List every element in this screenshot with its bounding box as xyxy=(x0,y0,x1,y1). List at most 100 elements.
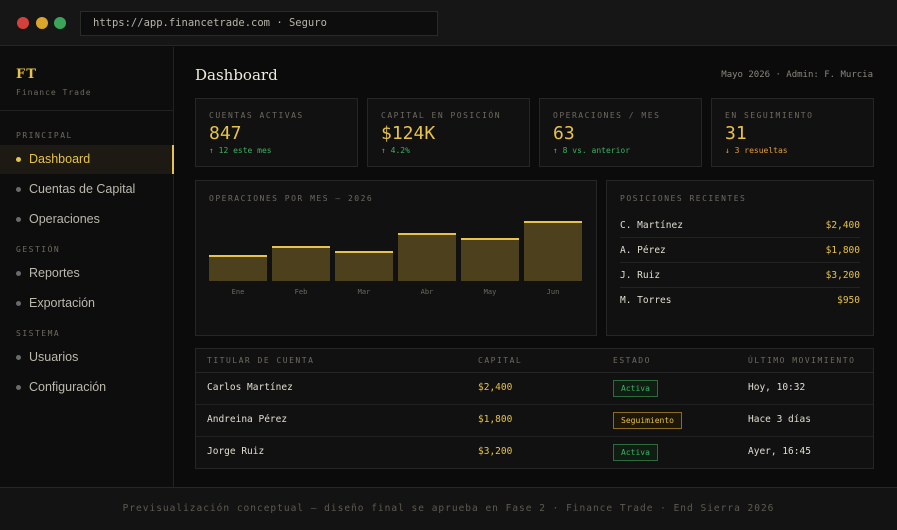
status-badge: Activa xyxy=(613,380,658,397)
kpi-value: 31 xyxy=(725,123,747,144)
chart-x-tick-label: Feb xyxy=(295,288,308,296)
sidebar-item-label: Exportación xyxy=(29,296,96,310)
page-title: Dashboard xyxy=(195,66,278,84)
footer-note: Previsualización conceptual — diseño fin… xyxy=(0,487,897,530)
minimize-window-button[interactable] xyxy=(36,17,48,29)
kpi-card-cuentas-activas[interactable]: CUENTAS ACTIVAS 847 ↑ 12 este mes xyxy=(195,98,358,167)
sidebar-item-cuentas-de-capital[interactable]: Cuentas de Capital xyxy=(0,175,174,204)
chart-title: OPERACIONES POR MES — 2026 xyxy=(209,194,374,203)
chart-x-tick-label: Abr xyxy=(421,288,434,296)
bullet-icon xyxy=(16,187,21,192)
kpi-label: EN SEGUIMIENTO xyxy=(725,111,814,120)
chart-bar-cap xyxy=(461,238,519,240)
chart-bar-cap xyxy=(398,233,456,235)
table-header: TITULAR DE CUENTA CAPITAL ESTADO ÚLTIMO … xyxy=(196,349,873,373)
status-badge: Activa xyxy=(613,444,658,461)
kpi-label: CUENTAS ACTIVAS xyxy=(209,111,304,120)
table-row[interactable]: Andreina Pérez $1,800 Seguimiento Hace 3… xyxy=(196,405,873,437)
brand-logo[interactable]: FT xyxy=(16,67,37,82)
position-name: C. Martínez xyxy=(620,220,683,231)
sidebar: FT Finance Trade PRINCIPAL Dashboard Cue… xyxy=(0,47,174,487)
status-badge: Seguimiento xyxy=(613,412,682,429)
position-value: $2,400 xyxy=(825,220,860,231)
sidebar-divider xyxy=(0,110,174,111)
maximize-window-button[interactable] xyxy=(54,17,66,29)
chart-bar-may[interactable] xyxy=(461,238,519,281)
position-row[interactable]: J. Ruiz $3,200 xyxy=(620,263,860,288)
cell-holder: Carlos Martínez xyxy=(207,382,293,393)
bullet-icon xyxy=(16,217,21,222)
chart-bar-cap xyxy=(524,221,582,223)
position-row[interactable]: M. Torres $950 xyxy=(620,288,860,313)
operations-bar-chart: Ene Feb Mar Abr May Jun xyxy=(209,221,582,296)
kpi-value: 63 xyxy=(553,123,575,144)
sidebar-item-operaciones[interactable]: Operaciones xyxy=(0,205,174,234)
chart-bar-cap xyxy=(335,251,393,253)
position-row[interactable]: A. Pérez $1,800 xyxy=(620,238,860,263)
kpi-delta: ↓ 3 resueltas xyxy=(725,146,788,155)
cell-capital: $2,400 xyxy=(478,382,513,393)
position-value: $950 xyxy=(837,295,860,306)
column-header-estado[interactable]: ESTADO xyxy=(613,356,651,365)
kpi-value: $124K xyxy=(381,123,436,144)
sidebar-section-gestion: GESTIÓN xyxy=(16,245,61,254)
bullet-icon xyxy=(16,355,21,360)
cell-holder: Jorge Ruiz xyxy=(207,446,265,457)
bullet-icon xyxy=(16,157,21,162)
accounts-table: TITULAR DE CUENTA CAPITAL ESTADO ÚLTIMO … xyxy=(195,348,874,469)
sidebar-section-sistema: SISTEMA xyxy=(16,329,61,338)
sidebar-item-usuarios[interactable]: Usuarios xyxy=(0,343,174,372)
cell-last-movement: Hoy, 10:32 xyxy=(748,382,806,393)
kpi-card-capital-en-posicion[interactable]: CAPITAL EN POSICIÓN $124K ↑ 4.2% xyxy=(367,98,530,167)
close-window-button[interactable] xyxy=(17,17,29,29)
kpi-card-operaciones-mes[interactable]: OPERACIONES / MES 63 ↑ 8 vs. anterior xyxy=(539,98,702,167)
cell-capital: $1,800 xyxy=(478,414,513,425)
cell-last-movement: Ayer, 16:45 xyxy=(748,446,811,457)
sidebar-item-reportes[interactable]: Reportes xyxy=(0,259,174,288)
bullet-icon xyxy=(16,271,21,276)
chart-bar-feb[interactable] xyxy=(272,246,330,281)
position-name: A. Pérez xyxy=(620,245,666,256)
column-header-capital[interactable]: CAPITAL xyxy=(478,356,523,365)
column-header-ultimo-movimiento[interactable]: ÚLTIMO MOVIMIENTO xyxy=(748,356,856,365)
chart-x-tick-label: Mar xyxy=(358,288,371,296)
chart-x-tick-label: Jun xyxy=(547,288,560,296)
kpi-card-en-seguimiento[interactable]: EN SEGUIMIENTO 31 ↓ 3 resueltas xyxy=(711,98,874,167)
sidebar-item-label: Operaciones xyxy=(29,212,100,226)
table-row[interactable]: Jorge Ruiz $3,200 Activa Ayer, 16:45 xyxy=(196,437,873,469)
sidebar-item-label: Usuarios xyxy=(29,350,79,364)
table-row[interactable]: Carlos Martínez $2,400 Activa Hoy, 10:32 xyxy=(196,373,873,405)
chart-bar-mar[interactable] xyxy=(335,251,393,281)
chart-bar-jun[interactable] xyxy=(524,221,582,281)
brand-name: Finance Trade xyxy=(16,88,92,97)
position-row[interactable]: C. Martínez $2,400 xyxy=(620,213,860,238)
position-name: M. Torres xyxy=(620,295,672,306)
sidebar-item-configuracion[interactable]: Configuración xyxy=(0,373,174,402)
sidebar-section-principal: PRINCIPAL xyxy=(16,131,73,140)
sidebar-item-label: Dashboard xyxy=(29,152,91,166)
kpi-delta: ↑ 4.2% xyxy=(381,146,410,155)
sidebar-item-exportacion[interactable]: Exportación xyxy=(0,289,174,318)
sidebar-item-dashboard[interactable]: Dashboard xyxy=(0,145,174,174)
chart-x-tick-label: May xyxy=(484,288,497,296)
sidebar-item-label: Cuentas de Capital xyxy=(29,182,136,196)
positions-title: POSICIONES RECIENTES xyxy=(620,194,747,203)
kpi-label: CAPITAL EN POSICIÓN xyxy=(381,111,502,120)
kpi-label: OPERACIONES / MES xyxy=(553,111,661,120)
kpi-value: 847 xyxy=(209,123,242,144)
sidebar-item-label: Configuración xyxy=(29,380,107,394)
chart-bar-ene[interactable] xyxy=(209,255,267,281)
column-header-titular[interactable]: TITULAR DE CUENTA xyxy=(207,356,315,365)
browser-titlebar: https://app.financetrade.com · Seguro xyxy=(0,0,897,46)
chart-x-tick-label: Ene xyxy=(232,288,245,296)
position-name: J. Ruiz xyxy=(620,270,661,281)
chart-bar-cap xyxy=(209,255,267,257)
kpi-delta: ↑ 12 este mes xyxy=(209,146,272,155)
chart-bar-abr[interactable] xyxy=(398,233,456,281)
address-bar[interactable]: https://app.financetrade.com · Seguro xyxy=(80,11,438,36)
operations-chart-panel: Ene Feb Mar Abr May Jun OPERACIONES POR MES —… xyxy=(195,180,597,336)
page-meta: Mayo 2026 · Admin: F. Murcia xyxy=(721,70,873,80)
bullet-icon xyxy=(16,301,21,306)
chart-bar-cap xyxy=(272,246,330,248)
position-value: $1,800 xyxy=(825,245,860,256)
